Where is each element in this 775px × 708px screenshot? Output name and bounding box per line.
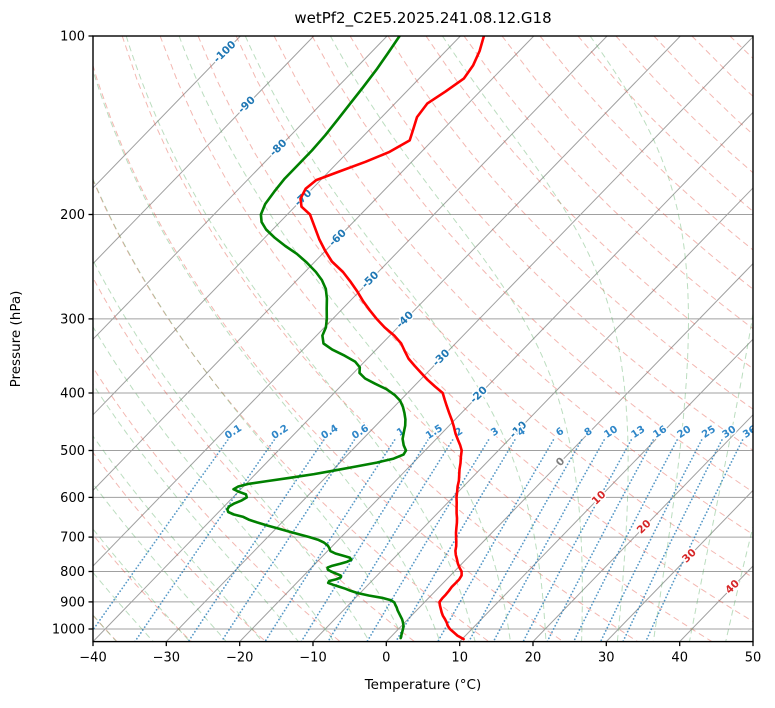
dry-adiabat-lines (93, 36, 753, 642)
temperature-curve (299, 36, 486, 641)
svg-text:1000: 1000 (52, 623, 85, 638)
svg-text:0: 0 (382, 651, 390, 666)
svg-text:300: 300 (60, 312, 85, 327)
svg-text:200: 200 (60, 208, 85, 223)
moist-adiabat-lines (93, 36, 753, 642)
x-axis-label: Temperature (°C) (364, 677, 482, 693)
svg-text:−40: −40 (79, 651, 106, 666)
y-axis-ticks: 100 200 300 400 500 600 700 800 900 1000 (52, 30, 93, 638)
mixing-ratio-lines (93, 439, 744, 642)
x-axis-ticks: −40 −30 −20 −10 0 10 20 30 40 50 (79, 641, 762, 666)
svg-text:700: 700 (60, 531, 85, 546)
svg-text:40: 40 (671, 651, 688, 666)
svg-text:−10: −10 (299, 651, 326, 666)
svg-text:20: 20 (525, 651, 542, 666)
dewpoint-curve (226, 36, 408, 640)
chart-title: wetPf2_C2E5.2025.241.08.12.G18 (294, 9, 551, 28)
svg-text:400: 400 (60, 387, 85, 402)
svg-text:600: 600 (60, 491, 85, 506)
svg-text:50: 50 (745, 651, 762, 666)
svg-text:100: 100 (60, 30, 85, 45)
svg-text:30: 30 (598, 651, 615, 666)
svg-text:500: 500 (60, 444, 85, 459)
svg-text:800: 800 (60, 565, 85, 580)
svg-text:10: 10 (451, 651, 468, 666)
svg-text:−20: −20 (226, 651, 253, 666)
svg-text:−30: −30 (153, 651, 180, 666)
svg-text:900: 900 (60, 595, 85, 610)
y-axis-label: Pressure (hPa) (8, 291, 24, 388)
pressure-gridlines (93, 36, 753, 630)
plot-border (92, 35, 754, 643)
